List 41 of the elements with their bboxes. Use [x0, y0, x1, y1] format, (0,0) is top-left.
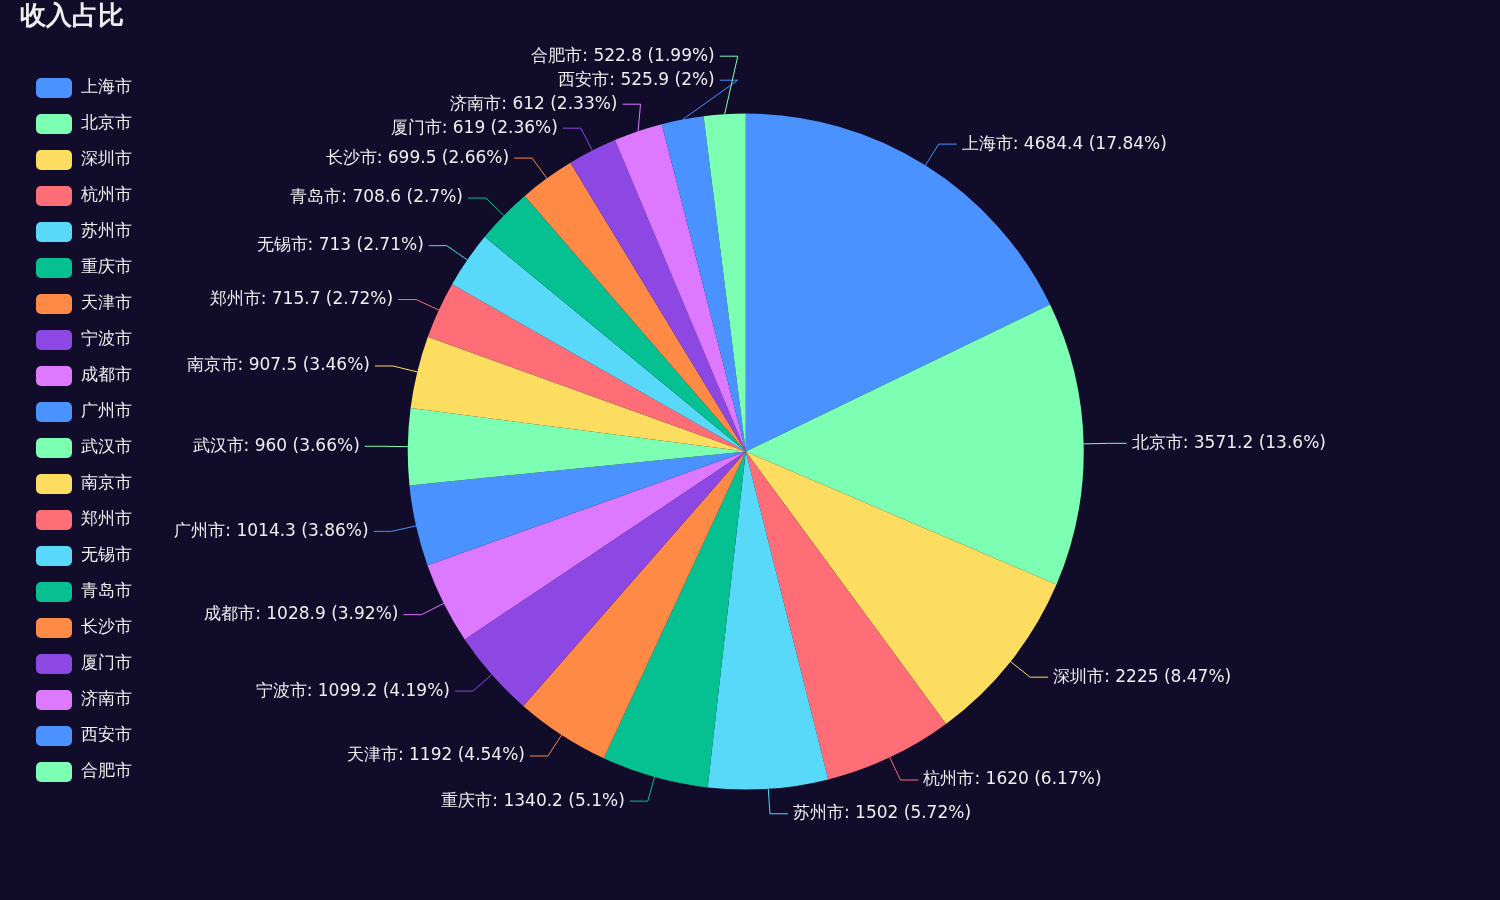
legend-label: 南京市 — [80, 472, 132, 493]
data-label: 济南市: 612 (2.33%) — [450, 92, 618, 113]
data-label: 杭州市: 1620 (6.17%) — [922, 768, 1102, 789]
data-label: 西安市: 525.9 (2%) — [558, 68, 715, 89]
legend-label: 天津市 — [80, 292, 132, 313]
data-label: 成都市: 1028.9 (3.92%) — [204, 603, 399, 624]
legend-label: 青岛市 — [80, 580, 132, 601]
legend-label: 成都市 — [80, 364, 132, 385]
legend-label: 深圳市 — [80, 148, 132, 169]
data-label: 深圳市: 2225 (8.47%) — [1053, 665, 1232, 686]
legend-label: 西安市 — [80, 724, 132, 745]
data-label: 无锡市: 713 (2.71%) — [256, 234, 424, 255]
legend-label: 厦门市 — [80, 652, 132, 673]
legend-label: 杭州市 — [79, 184, 132, 205]
legend-label: 宁波市 — [80, 328, 132, 349]
legend-label: 苏州市 — [80, 220, 132, 241]
data-label: 广州市: 1014.3 (3.86%) — [174, 519, 369, 540]
legend-label: 武汉市 — [80, 436, 132, 457]
chart-title: 收入占比 — [20, 0, 124, 31]
data-label: 厦门市: 619 (2.36%) — [390, 116, 558, 137]
legend-label: 北京市 — [80, 112, 132, 133]
legend-label: 上海市 — [80, 76, 132, 97]
data-label: 天津市: 1192 (4.54%) — [346, 744, 525, 765]
data-label: 青岛市: 708.6 (2.7%) — [290, 186, 463, 207]
legend-label: 长沙市 — [80, 616, 132, 637]
data-label: 南京市: 907.5 (3.46%) — [186, 354, 370, 375]
data-label: 宁波市: 1099.2 (4.19%) — [255, 679, 450, 700]
data-label: 长沙市: 699.5 (2.66%) — [325, 146, 510, 167]
data-label: 合肥市: 522.8 (1.99%) — [531, 44, 715, 65]
legend-label: 合肥市 — [80, 760, 132, 781]
data-label: 重庆市: 1340.2 (5.1%) — [441, 789, 625, 810]
data-label: 上海市: 4684.4 (17.84%) — [961, 132, 1167, 153]
data-label: 郑州市: 715.7 (2.72%) — [209, 287, 394, 308]
legend-label: 济南市 — [80, 688, 132, 709]
legend-label: 无锡市 — [80, 544, 132, 565]
data-label: 武汉市: 960 (3.66%) — [192, 434, 360, 455]
data-label: 北京市: 3571.2 (13.6%) — [1131, 431, 1326, 452]
legend-label: 郑州市 — [80, 508, 132, 529]
legend-label: 重庆市 — [80, 256, 132, 277]
legend-label: 广州市 — [80, 400, 132, 421]
data-label: 苏州市: 1502 (5.72%) — [792, 802, 972, 823]
